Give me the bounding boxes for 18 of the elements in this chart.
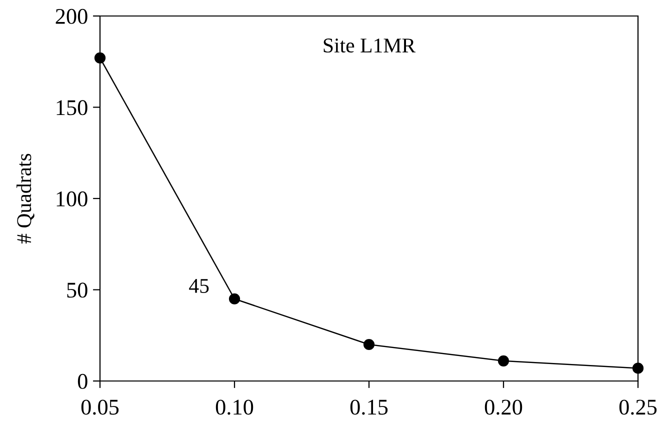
x-tick-label: 0.05 xyxy=(81,400,119,415)
annotation: 45 xyxy=(189,279,209,293)
point xyxy=(228,293,240,304)
y-tick-label: 150 xyxy=(56,100,88,116)
y-tick-label: 0 xyxy=(78,374,88,389)
y-tick-label: 100 xyxy=(56,191,88,206)
x-tick-label: 0.10 xyxy=(216,400,254,415)
point xyxy=(363,338,375,350)
point xyxy=(632,362,644,374)
y-tick-label: 50 xyxy=(67,282,88,298)
x-tick-label: 0.15 xyxy=(350,400,388,415)
text: Site L1MR xyxy=(324,38,416,53)
x-tick-label: 0.20 xyxy=(484,400,522,415)
x-tick-label: 0.25 xyxy=(619,400,657,415)
y-axis-title: # Quadrats xyxy=(16,154,34,244)
point xyxy=(94,52,106,64)
y-tick-label: 200 xyxy=(56,8,88,24)
point xyxy=(498,355,510,366)
